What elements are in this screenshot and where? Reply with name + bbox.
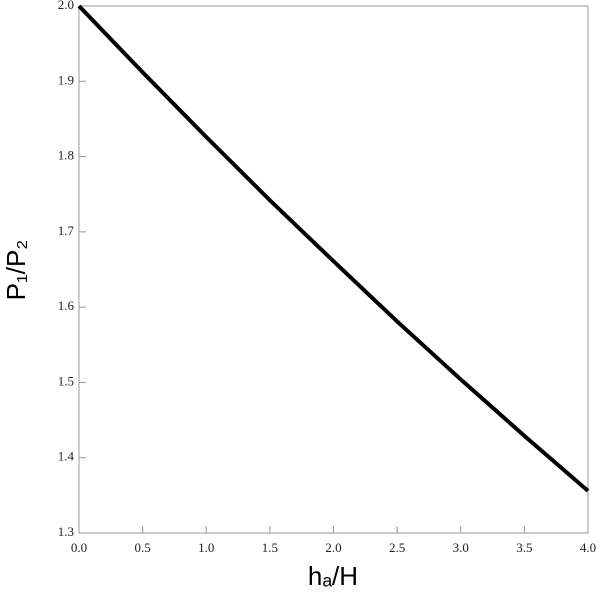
y-tick-label: 2.0 [58,0,74,12]
x-tick-label: 2.0 [325,540,341,555]
y-tick-label: 1.4 [58,449,75,464]
x-tick-label: 3.0 [453,540,469,555]
y-tick-label: 1.8 [58,148,74,163]
x-tick-label: 1.5 [262,540,278,555]
y-axis-title: P₁/P₂ [1,240,31,301]
y-tick-label: 1.9 [58,72,74,87]
x-tick-label: 1.0 [198,540,214,555]
x-tick-label: 0.5 [135,540,151,555]
x-axis-title: hₐ/H [308,561,358,591]
x-tick-label: 0.0 [71,540,87,555]
x-tick-label: 2.5 [389,540,405,555]
x-tick-label: 4.0 [580,540,596,555]
y-tick-label: 1.7 [58,223,75,238]
data-line [77,4,590,493]
x-tick-label: 3.5 [516,540,532,555]
y-tick-label: 1.5 [58,373,74,388]
y-tick-label: 1.3 [58,524,74,539]
y-tick-label: 1.6 [58,298,75,313]
